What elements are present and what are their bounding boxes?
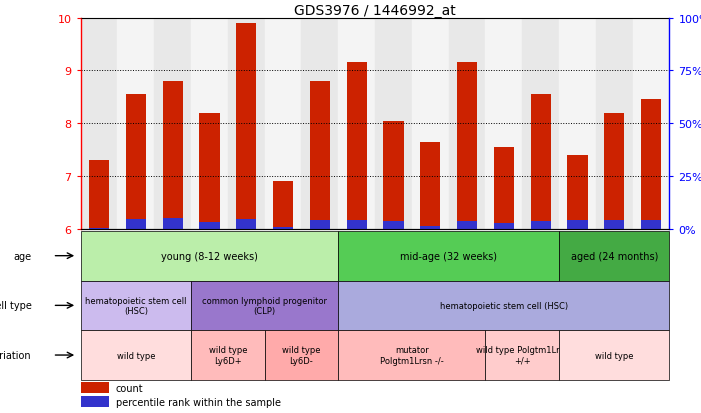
Bar	[338, 19, 375, 229]
Text: percentile rank within the sample: percentile rank within the sample	[116, 396, 280, 407]
Text: mutator
Polgtm1Lrsn -/-: mutator Polgtm1Lrsn -/-	[380, 346, 444, 365]
Bar	[420, 142, 440, 229]
Bar	[163, 218, 183, 229]
Text: hematopoietic stem cell
(HSC): hematopoietic stem cell (HSC)	[85, 296, 186, 315]
Bar	[310, 221, 330, 229]
Bar	[494, 147, 514, 229]
Bar	[485, 19, 522, 229]
Bar	[125, 95, 146, 229]
Text: wild type: wild type	[595, 351, 634, 360]
Bar	[191, 19, 228, 229]
Text: young (8-12 weeks): young (8-12 weeks)	[161, 251, 258, 261]
Bar	[375, 19, 412, 229]
Bar	[273, 227, 293, 229]
Bar	[531, 95, 551, 229]
Text: age: age	[13, 251, 32, 261]
Bar	[125, 220, 146, 229]
Title: GDS3976 / 1446992_at: GDS3976 / 1446992_at	[294, 4, 456, 18]
Bar	[604, 221, 625, 229]
Bar	[412, 19, 449, 229]
Bar	[346, 221, 367, 229]
Bar	[228, 19, 265, 229]
Bar	[383, 121, 404, 229]
Bar	[641, 221, 661, 229]
Bar	[632, 19, 669, 229]
Bar	[118, 19, 154, 229]
Bar	[81, 382, 109, 393]
Bar	[346, 63, 367, 229]
Text: wild type
Ly6D-: wild type Ly6D-	[283, 346, 320, 365]
Bar	[81, 396, 109, 407]
Bar	[494, 224, 514, 229]
Bar	[457, 222, 477, 229]
Text: common lymphoid progenitor
(CLP): common lymphoid progenitor (CLP)	[202, 296, 327, 315]
Bar	[449, 19, 485, 229]
FancyBboxPatch shape	[81, 231, 339, 281]
Text: wild type: wild type	[116, 351, 155, 360]
Bar	[604, 114, 625, 229]
Bar	[310, 82, 330, 229]
FancyBboxPatch shape	[191, 281, 339, 330]
Bar	[531, 222, 551, 229]
FancyBboxPatch shape	[191, 330, 265, 380]
Bar	[81, 19, 118, 229]
FancyBboxPatch shape	[339, 330, 485, 380]
Text: count: count	[116, 383, 143, 393]
Bar	[559, 19, 596, 229]
Bar	[301, 19, 338, 229]
Bar	[163, 82, 183, 229]
Bar	[457, 63, 477, 229]
Text: wild type
Ly6D+: wild type Ly6D+	[209, 346, 247, 365]
FancyBboxPatch shape	[559, 231, 669, 281]
Bar	[383, 222, 404, 229]
FancyBboxPatch shape	[339, 281, 669, 330]
Text: mid-age (32 weeks): mid-age (32 weeks)	[400, 251, 497, 261]
FancyBboxPatch shape	[81, 281, 191, 330]
FancyBboxPatch shape	[559, 330, 669, 380]
Bar	[236, 220, 257, 229]
FancyBboxPatch shape	[265, 330, 339, 380]
Text: genotype/variation: genotype/variation	[0, 350, 32, 360]
Bar	[522, 19, 559, 229]
FancyBboxPatch shape	[339, 231, 559, 281]
Text: hematopoietic stem cell (HSC): hematopoietic stem cell (HSC)	[440, 301, 568, 310]
Bar	[567, 155, 587, 229]
Bar	[420, 226, 440, 229]
Bar	[641, 100, 661, 229]
Bar	[236, 24, 257, 229]
FancyBboxPatch shape	[485, 330, 559, 380]
Bar	[273, 182, 293, 229]
Bar	[89, 228, 109, 229]
Bar	[567, 221, 587, 229]
Bar	[596, 19, 632, 229]
Text: cell type: cell type	[0, 301, 32, 311]
FancyBboxPatch shape	[81, 330, 191, 380]
Bar	[199, 223, 219, 229]
Bar	[154, 19, 191, 229]
Text: wild type Polgtm1Lrsn
+/+: wild type Polgtm1Lrsn +/+	[475, 346, 569, 365]
Bar	[265, 19, 301, 229]
Bar	[199, 114, 219, 229]
Bar	[89, 161, 109, 229]
Text: aged (24 months): aged (24 months)	[571, 251, 658, 261]
